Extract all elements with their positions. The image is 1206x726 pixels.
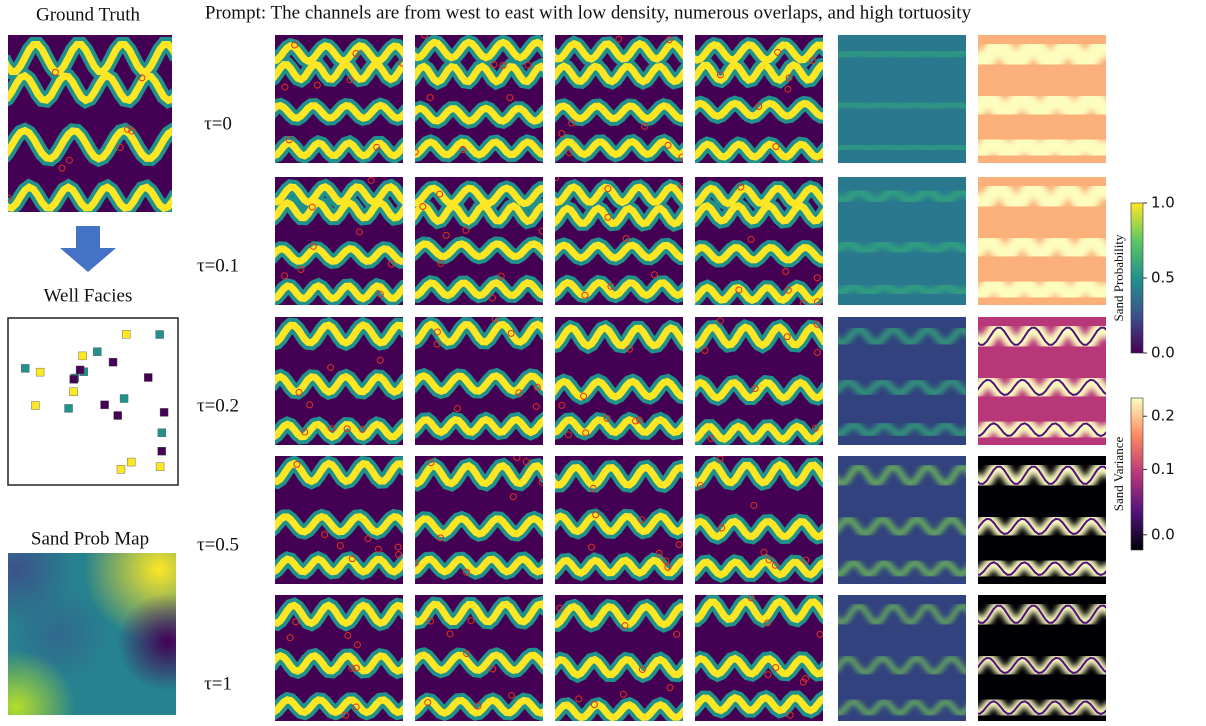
mean-channel <box>833 146 971 150</box>
row-label: τ=0.1 <box>197 255 239 276</box>
colorbar-tick-label: 1.0 <box>1151 194 1175 212</box>
facies-image <box>690 595 828 721</box>
facies-image <box>270 317 408 445</box>
mean-image <box>833 595 971 721</box>
well-square <box>79 352 87 360</box>
well-square <box>21 364 29 372</box>
panel-label: Sand Prob Map <box>31 528 149 549</box>
facies-image <box>270 177 408 305</box>
facies-image <box>690 177 828 306</box>
facies-image <box>270 595 408 721</box>
mean-image <box>833 456 971 584</box>
mean-image <box>833 35 971 163</box>
well-square <box>114 412 122 420</box>
facies-image <box>550 317 688 445</box>
well-square <box>158 429 166 437</box>
colorbar-tick-label: 0.5 <box>1151 269 1175 287</box>
well-square <box>109 358 117 366</box>
well-square <box>101 401 109 409</box>
well-square <box>144 373 152 381</box>
well-square <box>160 408 168 416</box>
variance-image <box>973 177 1111 305</box>
colorbar <box>1131 398 1143 550</box>
mean-image <box>833 317 971 445</box>
well-square <box>70 388 78 396</box>
colorbar-label: Sand Variance <box>1111 437 1126 512</box>
mean-channel <box>833 103 971 108</box>
facies-image <box>550 175 688 305</box>
row-label: τ=0.5 <box>197 534 239 555</box>
facies-image <box>410 177 548 305</box>
colorbar-tick-label: 0.1 <box>1151 460 1175 478</box>
facies-image <box>410 595 548 721</box>
row-label: τ=0 <box>204 113 232 134</box>
panel-label: Well Facies <box>44 285 133 306</box>
well-square <box>65 404 73 412</box>
panel-label: Ground Truth <box>36 4 140 25</box>
colorbar-label: Sand Probability <box>1111 234 1126 322</box>
facies-image <box>690 317 828 445</box>
variance-image <box>973 317 1111 445</box>
facies-image <box>690 456 828 584</box>
well-square <box>36 368 44 376</box>
facies-image <box>410 32 548 163</box>
facies-image <box>550 456 688 584</box>
facies-image <box>410 316 548 445</box>
prompt: Prompt: The channels are from west to ea… <box>205 2 972 23</box>
well-square <box>156 331 164 339</box>
variance-image <box>973 456 1111 584</box>
colorbar-tick-label: 0.2 <box>1151 407 1175 425</box>
facies-image <box>550 35 688 163</box>
figure: Prompt: The channels are from west to ea… <box>0 0 1206 721</box>
facies-image <box>690 35 828 165</box>
well-square <box>127 458 135 466</box>
well-square <box>158 447 166 455</box>
mean-channel <box>833 52 971 57</box>
variance-image <box>973 35 1111 163</box>
arrow <box>60 226 116 272</box>
well-square <box>93 348 101 356</box>
facies-image <box>270 35 408 163</box>
sand-prob-map <box>8 553 176 715</box>
colorbar-tick-label: 0.0 <box>1151 525 1175 543</box>
well-square <box>156 463 164 471</box>
row-label: τ=0.2 <box>197 395 239 416</box>
facies-image <box>410 454 548 584</box>
mean-image <box>833 177 971 305</box>
colorbar-tick-label: 0.0 <box>1151 344 1175 362</box>
colorbar <box>1131 203 1143 353</box>
well-square <box>31 402 39 410</box>
facies-image <box>3 35 177 212</box>
well-square <box>76 366 84 374</box>
variance-image <box>973 595 1111 721</box>
well-square <box>122 330 130 338</box>
facies-image <box>550 595 688 721</box>
facies-image <box>270 456 408 584</box>
well-square <box>117 465 125 473</box>
well-square <box>70 375 78 383</box>
row-label: τ=1 <box>204 673 232 694</box>
well-square <box>120 395 128 403</box>
